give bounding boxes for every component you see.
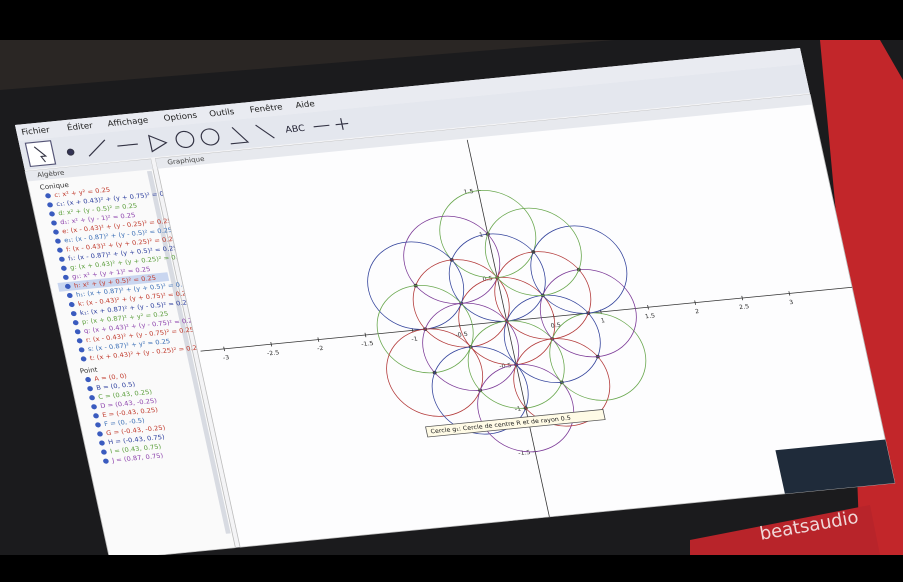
photo: beatsaudio FichierÉditerAffichageOptions… [0,0,903,582]
x-tick-label: 1.5 [644,313,656,321]
tool[interactable] [25,141,55,167]
x-tick-label: -2.5 [266,349,280,357]
menu-item[interactable]: Aide [294,99,315,110]
x-tick-label: 0.5 [550,322,562,330]
y-tick-label: -1.5 [518,449,532,457]
y-tick-label: 1.5 [463,188,475,196]
tool[interactable] [67,149,75,155]
x-tick-label: 2.5 [739,303,751,311]
y-tick-label: 0.5 [482,275,494,283]
letterbox [0,555,903,582]
text-tool[interactable]: ABC [284,123,306,135]
letterbox [0,0,903,40]
x-tick-label: -1.5 [361,340,375,348]
